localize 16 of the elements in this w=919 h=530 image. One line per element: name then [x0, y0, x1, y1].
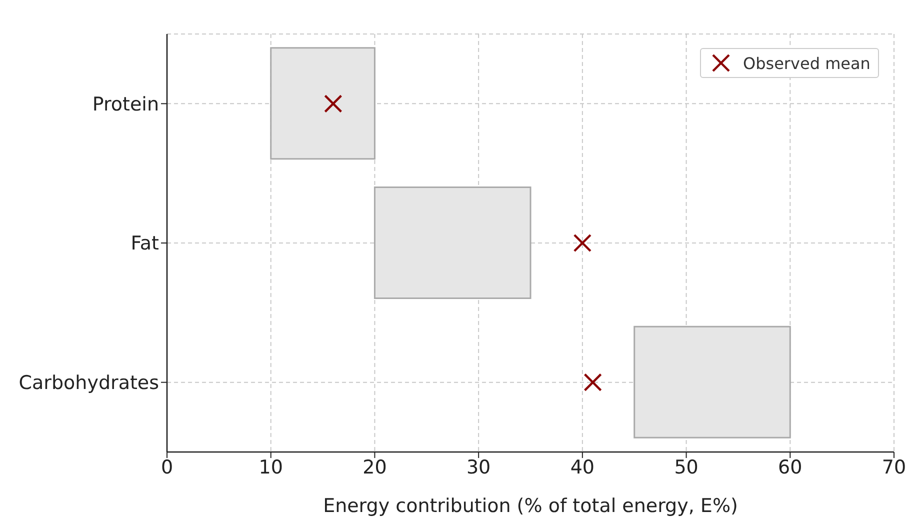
- x-axis-title: Energy contribution (% of total energy, E%): [323, 495, 738, 517]
- x-tick-label: 50: [674, 456, 698, 478]
- x-tick-label: 20: [362, 456, 387, 478]
- bar: [374, 186, 532, 300]
- bar: [270, 47, 376, 160]
- y-tick-label: Carbohydrates: [18, 372, 159, 394]
- x-tick-label: 30: [466, 456, 491, 478]
- x-tick-label: 70: [882, 456, 906, 478]
- y-tick-label: Protein: [92, 93, 159, 116]
- bar: [634, 326, 791, 438]
- x-tick-label: 10: [258, 456, 283, 478]
- x-tick-label: 0: [160, 456, 174, 478]
- y-tick-label: Fat: [130, 232, 159, 255]
- x-tick-label: 40: [570, 456, 595, 478]
- x-tick-label: 60: [778, 456, 802, 478]
- legend-label: Observed mean: [743, 54, 870, 72]
